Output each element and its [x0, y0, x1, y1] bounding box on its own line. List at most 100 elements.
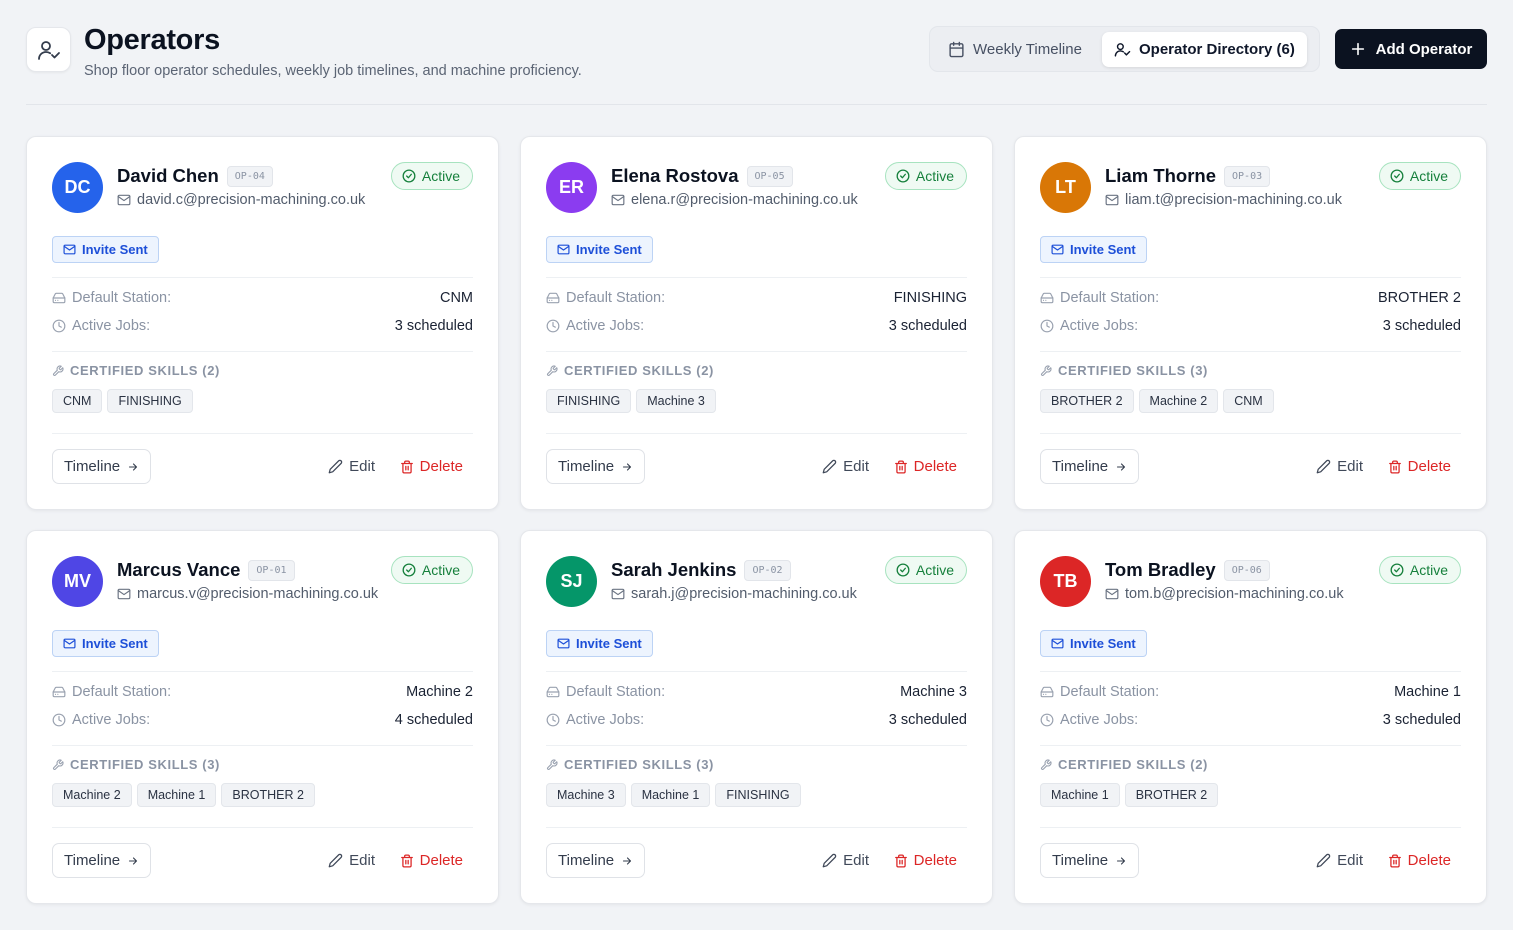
operator-name-row: Liam Thorne OP-03 — [1105, 165, 1271, 187]
email-text: marcus.v@precision-machining.co.uk — [137, 586, 379, 602]
certified-skills-title: CERTIFIED SKILLS (2) — [1058, 757, 1208, 772]
operator-name: Liam Thorne — [1105, 165, 1217, 186]
operator-card: MV Marcus Vance OP-01 marcus.v@precision… — [26, 530, 499, 904]
edit-button[interactable]: Edit — [328, 449, 375, 484]
operator-name-row: Sarah Jenkins OP-02 — [611, 559, 791, 581]
certified-skills-title: CERTIFIED SKILLS (3) — [1058, 363, 1208, 378]
user-check-icon — [1114, 41, 1131, 58]
skill-chip: Machine 3 — [636, 389, 716, 413]
mail-icon — [557, 243, 570, 256]
edit-label: Edit — [1337, 458, 1363, 475]
arrow-right-icon — [1115, 461, 1127, 473]
operator-name-row: Tom Bradley OP-06 — [1105, 559, 1270, 581]
mail-icon — [117, 193, 131, 207]
status-badge: Active — [1378, 556, 1461, 584]
status-text: Active — [1409, 168, 1448, 184]
skill-chip: CNM — [52, 389, 103, 413]
email-text: elena.r@precision-machining.co.uk — [631, 192, 858, 208]
card-divider — [52, 433, 473, 434]
operator-code: OP-02 — [744, 559, 791, 581]
edit-button[interactable]: Edit — [822, 843, 869, 878]
skill-chip: Machine 1 — [136, 783, 217, 807]
card-divider — [1040, 351, 1461, 352]
timeline-label: Timeline — [1052, 458, 1109, 475]
clock-icon — [52, 713, 66, 727]
delete-button[interactable]: Delete — [894, 449, 957, 484]
active-jobs-label-group: Active Jobs: — [546, 712, 644, 728]
mail-icon — [63, 637, 76, 650]
timeline-button[interactable]: Timeline — [1040, 843, 1140, 878]
active-jobs-row: Active Jobs: 3 scheduled — [1040, 710, 1461, 730]
default-station-label: Default Station: — [566, 290, 666, 306]
wrench-icon — [1040, 758, 1052, 771]
operator-name: Elena Rostova — [611, 165, 739, 186]
certified-skills-title: CERTIFIED SKILLS (2) — [564, 363, 714, 378]
pencil-icon — [1316, 853, 1331, 868]
card-divider — [546, 277, 967, 278]
default-station-label-group: Default Station: — [52, 290, 171, 306]
operator-card: ER Elena Rostova OP-05 elena.r@precision… — [520, 136, 993, 510]
delete-button[interactable]: Delete — [1388, 449, 1451, 484]
station-icon — [546, 291, 560, 305]
wrench-icon — [1040, 364, 1052, 377]
trash-icon — [894, 460, 908, 474]
active-jobs-value: 3 scheduled — [888, 712, 967, 728]
operator-name-row: Elena Rostova OP-05 — [611, 165, 793, 187]
edit-label: Edit — [349, 458, 375, 475]
timeline-button[interactable]: Timeline — [52, 449, 152, 484]
trash-icon — [400, 854, 414, 868]
arrow-right-icon — [127, 461, 139, 473]
delete-button[interactable]: Delete — [400, 449, 463, 484]
avatar: ER — [546, 162, 597, 213]
status-text: Active — [421, 562, 460, 578]
wrench-icon — [52, 364, 64, 377]
skill-chip: FINISHING — [107, 389, 193, 413]
skills-list: Machine 2 Machine 1 BROTHER 2 — [52, 783, 315, 807]
timeline-button[interactable]: Timeline — [52, 843, 152, 878]
default-station-value: Machine 2 — [406, 684, 473, 700]
delete-button[interactable]: Delete — [1388, 843, 1451, 878]
station-icon — [1040, 291, 1054, 305]
trash-icon — [1388, 460, 1402, 474]
station-icon — [52, 291, 66, 305]
skill-chip: CNM — [1223, 389, 1274, 413]
status-badge: Active — [390, 556, 473, 584]
add-operator-button[interactable]: Add Operator — [1335, 29, 1487, 69]
timeline-button[interactable]: Timeline — [546, 449, 646, 484]
check-circle-icon — [402, 563, 416, 577]
edit-button[interactable]: Edit — [328, 843, 375, 878]
active-jobs-label: Active Jobs: — [566, 712, 645, 728]
operator-name: David Chen — [117, 165, 219, 186]
check-circle-icon — [1390, 563, 1404, 577]
edit-button[interactable]: Edit — [1316, 843, 1363, 878]
delete-button[interactable]: Delete — [400, 843, 463, 878]
operator-card: LT Liam Thorne OP-03 liam.t@precision-ma… — [1014, 136, 1487, 510]
active-jobs-value: 3 scheduled — [1382, 712, 1461, 728]
active-jobs-value: 3 scheduled — [888, 318, 967, 334]
timeline-button[interactable]: Timeline — [1040, 449, 1140, 484]
skill-chip: FINISHING — [546, 389, 632, 413]
active-jobs-label-group: Active Jobs: — [546, 318, 644, 334]
mail-icon — [1051, 637, 1064, 650]
card-divider — [546, 827, 967, 828]
arrow-right-icon — [127, 855, 139, 867]
station-icon — [52, 685, 66, 699]
operator-directory-tab[interactable]: Operator Directory (6) — [1102, 32, 1307, 67]
avatar: LT — [1040, 162, 1091, 213]
edit-button[interactable]: Edit — [822, 449, 869, 484]
weekly-timeline-tab[interactable]: Weekly Timeline — [936, 32, 1094, 67]
delete-label: Delete — [419, 852, 463, 869]
status-text: Active — [1409, 562, 1448, 578]
delete-button[interactable]: Delete — [894, 843, 957, 878]
timeline-button[interactable]: Timeline — [546, 843, 646, 878]
invite-sent-label: Invite Sent — [1070, 636, 1136, 651]
arrow-right-icon — [621, 855, 633, 867]
invite-sent-badge: Invite Sent — [1040, 630, 1147, 657]
mail-icon — [557, 637, 570, 650]
edit-button[interactable]: Edit — [1316, 449, 1363, 484]
active-jobs-row: Active Jobs: 3 scheduled — [1040, 316, 1461, 336]
check-circle-icon — [896, 563, 910, 577]
certified-skills-heading: CERTIFIED SKILLS (3) — [52, 757, 220, 772]
certified-skills-heading: CERTIFIED SKILLS (3) — [1040, 363, 1208, 378]
plus-icon — [1350, 41, 1366, 57]
